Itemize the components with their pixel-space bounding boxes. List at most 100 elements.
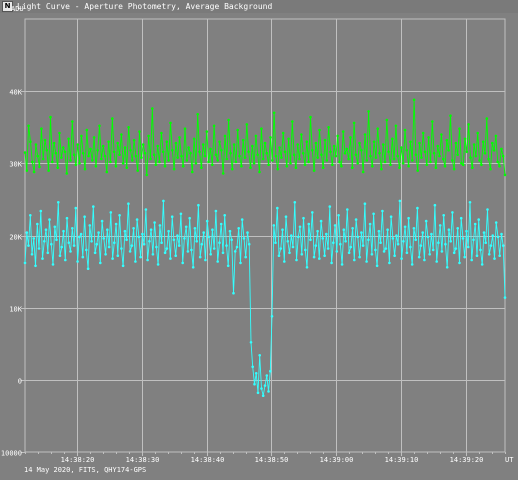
series-0-point <box>236 128 239 132</box>
series-0-point <box>278 146 281 149</box>
series-1-point <box>79 232 83 236</box>
series-1-point <box>191 266 195 269</box>
series-0-point <box>138 130 141 133</box>
series-1-point <box>109 211 113 214</box>
series-0-point <box>500 147 503 151</box>
series-0-point <box>85 128 89 132</box>
series-0-point <box>441 157 445 161</box>
series-0-point <box>47 169 50 172</box>
window-title: Light Curve - Aperture Photometry, Avera… <box>17 2 273 11</box>
series-0-point <box>469 156 472 159</box>
y-tick-label: 30K <box>9 161 22 169</box>
series-0-point <box>407 164 410 168</box>
series-1-point <box>29 214 32 217</box>
series-1-point <box>99 261 102 265</box>
series-0-point <box>200 166 203 169</box>
series-1-point <box>81 255 85 259</box>
y-tick-label: 20K <box>9 234 22 242</box>
series-0-point <box>192 137 196 141</box>
series-1-point <box>235 245 239 249</box>
series-0-point <box>56 166 59 169</box>
series-1-point <box>466 245 470 249</box>
series-0-point <box>309 115 312 119</box>
series-0-point <box>71 120 74 123</box>
light-curve-app-icon[interactable]: N <box>2 1 13 12</box>
series-1-point <box>386 228 389 231</box>
series-1-point <box>170 215 174 218</box>
series-1-point <box>169 257 172 260</box>
series-1-point <box>277 254 281 257</box>
series-0-point <box>481 140 485 143</box>
series-1-point <box>72 244 76 247</box>
series-0-point <box>480 163 483 167</box>
series-1-point <box>461 237 465 240</box>
series-1-point <box>391 237 395 240</box>
series-0-point <box>300 133 303 136</box>
series-0-point <box>347 157 350 161</box>
series-1-point <box>300 253 304 256</box>
series-1-point <box>39 209 43 213</box>
series-1-point <box>141 232 144 236</box>
series-1-point <box>123 229 127 233</box>
series-0-point <box>94 164 98 168</box>
series-1-point <box>53 225 57 229</box>
series-0-point <box>478 159 481 162</box>
series-0-point <box>287 137 290 141</box>
y-tick-label: 0 <box>18 378 22 386</box>
series-1-point <box>493 257 496 260</box>
series-0-point <box>100 157 103 161</box>
series-0-point <box>83 167 87 171</box>
series-1-point <box>179 212 183 216</box>
series-0-point <box>369 154 372 158</box>
series-1-point <box>200 242 204 246</box>
series-1-point <box>437 241 440 244</box>
series-1-point <box>107 245 111 249</box>
series-1-point <box>363 202 367 205</box>
series-1-point <box>384 247 388 250</box>
series-1-point <box>459 216 463 220</box>
series-0-point <box>494 134 498 138</box>
series-1-point <box>288 251 291 255</box>
series-0-point <box>434 166 438 169</box>
y-tick-label: -10000 <box>0 450 22 458</box>
series-0-point <box>214 153 218 156</box>
series-1-point <box>209 253 212 256</box>
series-1-point <box>41 257 44 260</box>
series-1-point <box>36 222 39 226</box>
series-0-point <box>109 160 112 164</box>
series-1-point <box>486 208 489 211</box>
series-0-point <box>194 162 198 165</box>
series-1-point <box>445 266 449 269</box>
series-0-point <box>371 164 374 168</box>
series-0-point <box>147 134 150 138</box>
series-1-point <box>458 261 461 265</box>
series-0-point <box>438 154 441 158</box>
series-1-point <box>472 238 475 242</box>
series-0-point <box>445 138 449 142</box>
series-1-point <box>491 234 495 237</box>
series-0-point <box>69 159 72 162</box>
series-1-point <box>468 201 472 204</box>
series-0-point <box>38 165 41 169</box>
series-1-point <box>76 260 79 263</box>
series-0-point <box>458 127 461 130</box>
series-1-point <box>167 229 170 233</box>
series-0-point <box>140 156 143 159</box>
series-1-point <box>219 222 223 226</box>
series-1-point <box>389 215 393 218</box>
series-1-point <box>253 382 256 386</box>
series-1-point <box>118 214 121 217</box>
series-0-point <box>374 156 378 159</box>
series-1-point <box>265 374 269 377</box>
series-0-point <box>409 140 412 143</box>
series-0-point <box>227 118 230 122</box>
series-1-point <box>465 229 468 233</box>
series-1-point <box>57 201 60 204</box>
series-0-point <box>212 124 216 128</box>
series-1-point <box>276 206 279 210</box>
series-1-point <box>244 255 247 259</box>
series-0-point <box>243 156 247 159</box>
series-0-point <box>467 123 470 126</box>
series-0-point <box>60 156 63 159</box>
series-1-point <box>356 235 360 239</box>
